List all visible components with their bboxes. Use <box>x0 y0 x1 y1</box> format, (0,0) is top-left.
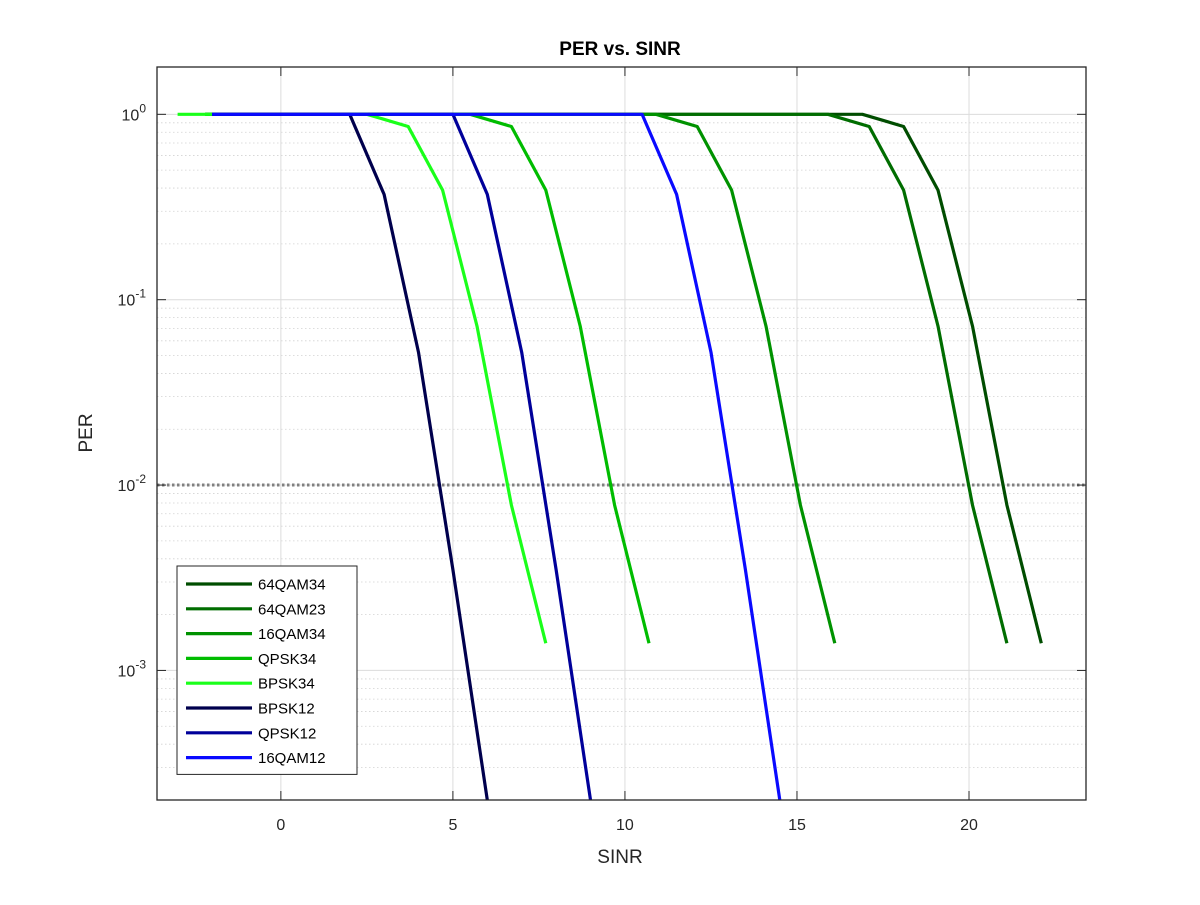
legend-label: BPSK12 <box>258 701 315 718</box>
legend-label: 16QAM12 <box>258 750 326 767</box>
x-tick-label: 15 <box>788 817 806 834</box>
x-tick-label: 5 <box>448 817 457 834</box>
legend-box <box>176 565 358 775</box>
minor-gridlines <box>157 122 1086 801</box>
plot-frame <box>156 66 1087 801</box>
series-line-16qam12 <box>212 112 782 800</box>
legend-label: BPSK34 <box>258 676 315 693</box>
axis-ticks <box>157 67 1086 800</box>
x-tick-label: 20 <box>960 817 978 834</box>
y-tick-label: 10-3 <box>118 657 147 680</box>
legend-label: QPSK34 <box>258 651 316 668</box>
x-axis-tick-labels: 0 5 10 15 20 <box>276 817 978 834</box>
series-line-64qam23 <box>205 112 1009 644</box>
y-tick-label: 10-1 <box>118 287 147 310</box>
series-line-64qam34 <box>205 112 1043 644</box>
y-axis-title: PER <box>76 413 97 452</box>
x-axis-title: SINR <box>597 847 642 868</box>
chart-title: PER vs. SINR <box>559 39 681 60</box>
x-tick-label: 0 <box>276 817 285 834</box>
series-lines <box>177 112 1043 800</box>
series-line-16qam34 <box>205 112 837 644</box>
y-tick-label: 10-2 <box>118 472 147 495</box>
legend: 64QAM34 64QAM23 16QAM34 QPSK34 BPSK34 BPSK12 Q… <box>176 565 358 775</box>
legend-label: 16QAM34 <box>258 626 326 643</box>
y-tick-label: 100 <box>122 101 147 124</box>
y-axis-tick-labels: 100 10-1 10-2 10-3 <box>118 101 147 680</box>
legend-label: 64QAM34 <box>258 577 326 594</box>
legend-label: 64QAM23 <box>258 601 326 618</box>
legend-label: QPSK12 <box>258 725 316 742</box>
x-tick-label: 10 <box>616 817 634 834</box>
